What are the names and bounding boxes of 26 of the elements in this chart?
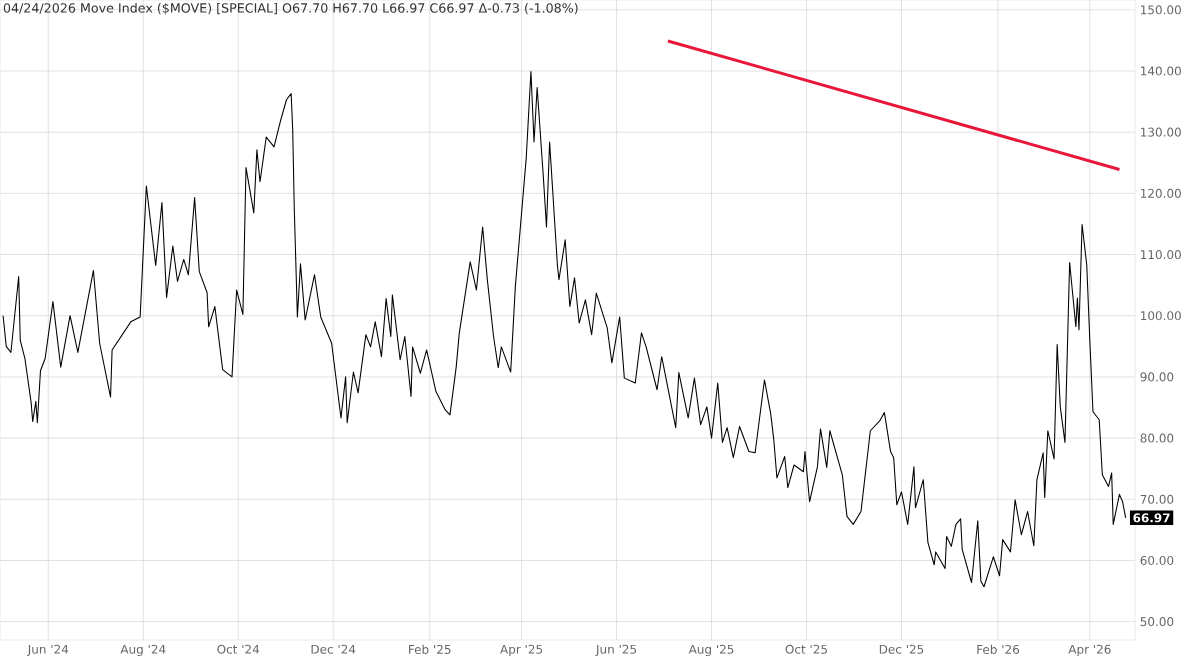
y-tick-label: 140.00 (1141, 66, 1181, 76)
y-tick-label: 150.00 (1141, 5, 1181, 15)
x-tick-label: Oct '25 (785, 644, 828, 654)
y-tick-label: 110.00 (1141, 249, 1181, 260)
x-tick-label: Apr '25 (500, 644, 543, 657)
y-tick-label: 50.00 (1140, 617, 1174, 627)
y-tick-label: 120.00 (1141, 188, 1181, 198)
y-tick-label: 80.00 (1140, 433, 1174, 443)
y-tick-label: 90.00 (1140, 372, 1174, 382)
x-tick-label: Dec '24 (311, 644, 356, 654)
x-tick-label: Jun '25 (595, 644, 637, 657)
y-tick-label: 70.00 (1140, 494, 1174, 504)
x-tick-label: Aug '25 (688, 644, 734, 657)
x-tick-label: Feb '26 (977, 644, 1020, 654)
y-tick-label: 130.00 (1141, 127, 1181, 137)
y-tick-label: 100.00 (1141, 311, 1181, 321)
annotation: 66.97 (1133, 513, 1170, 523)
chart-title: 04/24/2026 Move Index ($MOVE) [SPECIAL] O67.70 H67.70 L66.97 C66.97 Δ-0.73 (-1.08%) (3, 2, 578, 15)
x-tick-label: Aug '24 (120, 644, 166, 657)
x-tick-label: Dec '25 (879, 644, 924, 654)
line-series (2, 71, 1127, 588)
y-tick-label: 60.00 (1140, 555, 1174, 565)
x-tick-label: Apr '26 (1068, 644, 1111, 657)
x-tick-label: Feb '25 (409, 644, 451, 654)
x-tick-label: Jun '24 (27, 644, 69, 657)
x-tick-label: Oct '24 (217, 644, 260, 654)
